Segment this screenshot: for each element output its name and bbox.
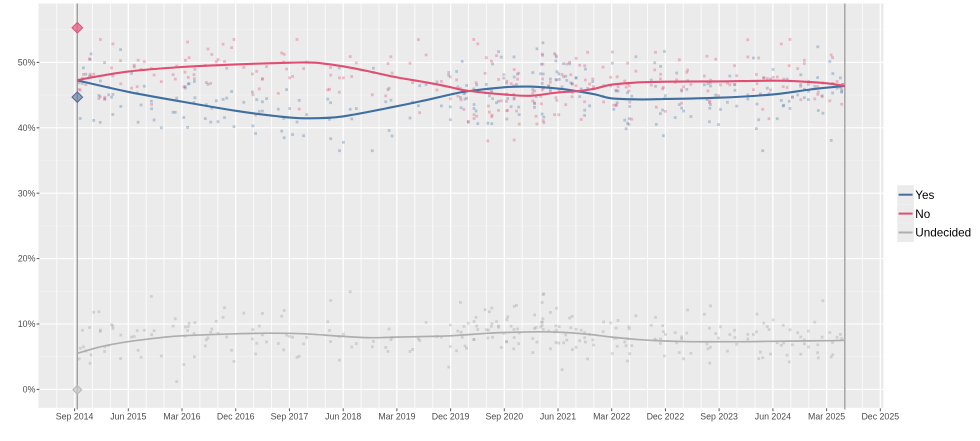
- svg-text:10%: 10%: [18, 319, 36, 329]
- svg-text:Jun 2021: Jun 2021: [540, 411, 576, 421]
- svg-text:20%: 20%: [18, 254, 36, 264]
- svg-text:Sep 2020: Sep 2020: [485, 411, 523, 421]
- svg-text:Sep 2014: Sep 2014: [56, 411, 94, 421]
- svg-text:Mar 2025: Mar 2025: [808, 411, 845, 421]
- svg-text:Dec 2022: Dec 2022: [647, 411, 685, 421]
- svg-text:No: No: [915, 208, 930, 221]
- svg-text:Sep 2023: Sep 2023: [700, 411, 738, 421]
- svg-text:50%: 50%: [18, 58, 36, 68]
- svg-text:Mar 2022: Mar 2022: [593, 411, 630, 421]
- svg-text:Undecided: Undecided: [915, 227, 971, 240]
- svg-text:Yes: Yes: [915, 189, 934, 202]
- svg-text:Dec 2019: Dec 2019: [432, 411, 470, 421]
- svg-text:Jun 2024: Jun 2024: [755, 411, 791, 421]
- svg-text:Mar 2016: Mar 2016: [163, 411, 200, 421]
- svg-text:Dec 2016: Dec 2016: [217, 411, 255, 421]
- svg-text:0%: 0%: [23, 385, 36, 395]
- svg-text:Dec 2025: Dec 2025: [861, 411, 899, 421]
- svg-text:Sep 2017: Sep 2017: [271, 411, 309, 421]
- svg-text:40%: 40%: [18, 123, 36, 133]
- svg-text:Jun 2015: Jun 2015: [110, 411, 146, 421]
- svg-text:Jun 2018: Jun 2018: [325, 411, 361, 421]
- svg-text:30%: 30%: [18, 188, 36, 198]
- svg-text:Mar 2019: Mar 2019: [378, 411, 415, 421]
